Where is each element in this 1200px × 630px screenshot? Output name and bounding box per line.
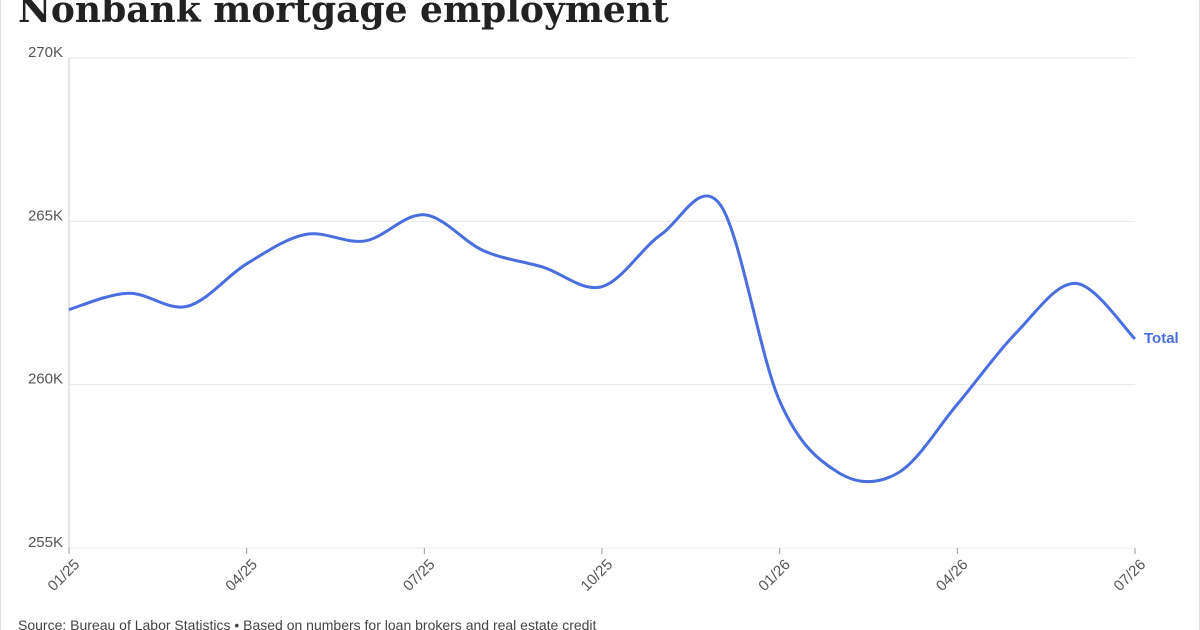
x-tick-label: 04/25: [222, 556, 261, 595]
series-label: Total: [1144, 330, 1179, 347]
x-tick-label: 04/26: [933, 556, 972, 595]
x-tick-label: 07/25: [400, 556, 439, 595]
x-tick-label: 01/26: [755, 556, 794, 595]
source-note: Source: Bureau of Labor Statistics • Bas…: [18, 617, 597, 630]
y-tick-label: 260K: [28, 371, 63, 388]
x-tick-label: 01/25: [45, 556, 84, 595]
x-tick-label: 07/26: [1111, 556, 1150, 595]
x-tick-label: 10/25: [578, 556, 617, 595]
chart-title: Nonbank mortgage employment: [18, 0, 669, 31]
line: [68, 194, 1137, 484]
y-tick-label: 270K: [28, 44, 63, 61]
y-tick-label: 265K: [28, 207, 63, 224]
y-tick-label: 255K: [28, 534, 63, 551]
